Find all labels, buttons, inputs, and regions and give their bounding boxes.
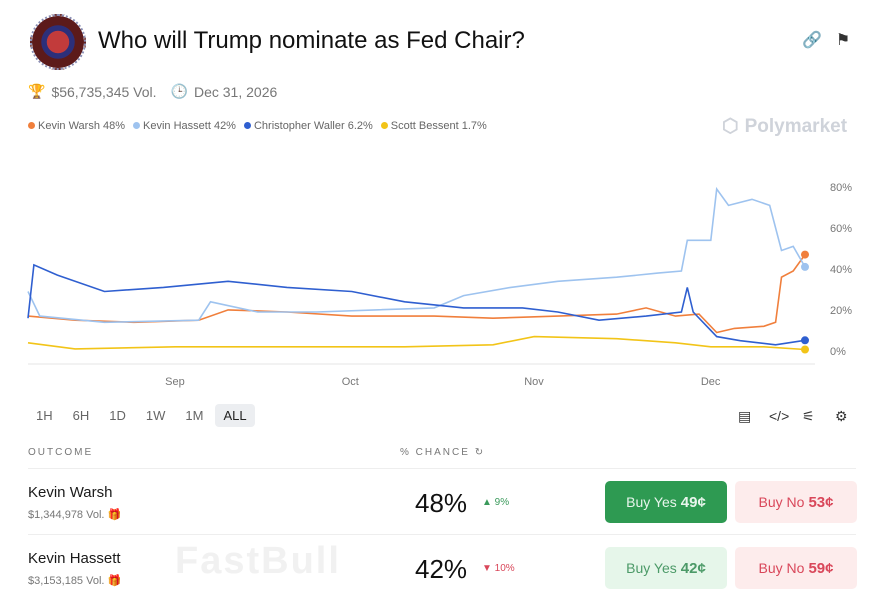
divider (28, 468, 856, 469)
polymarket-brand: ⬡ Polymarket (722, 115, 848, 138)
legend-dot (133, 122, 141, 129)
buy-no-button[interactable]: Buy No 53¢ (735, 481, 857, 523)
time-range-selector: 1H 6H 1D 1W 1M ALL (28, 404, 255, 427)
series-line-christopher-waller (27, 263, 806, 346)
outcome-chance: 42% (415, 554, 468, 584)
buy-yes-button[interactable]: Buy Yes 49¢ (605, 481, 727, 523)
series-endpoint (801, 262, 809, 271)
gift-icon: 🎁 (107, 509, 122, 521)
legend-item: Kevin Warsh 48% (28, 120, 125, 132)
legend-dot (28, 122, 35, 129)
legend-item: Kevin Hassett 42% (133, 120, 236, 132)
range-6h[interactable]: 6H (72, 408, 90, 423)
embed-code-icon[interactable]: </> (769, 408, 790, 424)
range-1m[interactable]: 1M (185, 408, 204, 423)
range-1h[interactable]: 1H (36, 408, 53, 423)
x-tick-label: Nov (524, 376, 544, 388)
polymarket-logo-icon: ⬡ (722, 116, 739, 137)
settings-gear-icon[interactable]: ⚙ (835, 408, 848, 424)
legend-dot (380, 122, 388, 129)
chance-change: ▲ 9% (482, 497, 510, 508)
end-date: Dec 31, 2026 (193, 83, 278, 100)
filter-sliders-icon[interactable]: ⚟ (802, 408, 815, 424)
y-tick-label: 0% (830, 346, 846, 358)
series-endpoint (801, 336, 809, 345)
divider (28, 534, 856, 535)
y-tick-label: 80% (830, 182, 853, 194)
outcome-volume: $3,153,185 Vol. 🎁 (28, 575, 122, 587)
range-1w[interactable]: 1W (145, 408, 166, 423)
outcome-header: OUTCOME (28, 447, 94, 458)
buy-no-button[interactable]: Buy No 59¢ (735, 547, 857, 589)
document-icon[interactable]: ▤ (738, 408, 752, 424)
series-line-kevin-hassett (27, 186, 806, 324)
outcome-name[interactable]: Kevin Hassett (28, 550, 121, 567)
x-tick-label: Sep (165, 376, 185, 388)
outcome-name[interactable]: Kevin Warsh (28, 484, 113, 501)
x-tick-label: Dec (700, 376, 721, 388)
x-tick-label: Oct (341, 376, 359, 388)
clock-icon: 🕒 (170, 83, 188, 99)
y-tick-label: 40% (830, 264, 853, 276)
buy-yes-button[interactable]: Buy Yes 42¢ (605, 547, 727, 589)
outcome-chance: 48% (415, 488, 468, 518)
outcome-volume: $1,344,978 Vol. 🎁 (28, 509, 122, 521)
gift-icon: 🎁 (107, 575, 122, 587)
series-line-scott-bessent (27, 335, 806, 351)
legend-dot (243, 122, 251, 129)
chart-legend: Kevin Warsh 48% Kevin Hassett 42% Christop… (28, 120, 487, 132)
range-all[interactable]: ALL (215, 404, 255, 427)
link-icon[interactable]: 🔗 (802, 32, 822, 49)
legend-item: Scott Bessent 1.7% (380, 120, 487, 132)
series-endpoint (801, 345, 809, 354)
chance-change: ▼ 10% (482, 563, 515, 574)
price-chart[interactable] (0, 160, 873, 390)
chance-header: % CHANCE ↻ (400, 447, 486, 458)
series-endpoint (801, 250, 809, 259)
legend-item: Christopher Waller 6.2% (243, 120, 373, 132)
volume: $56,735,345 Vol. (51, 83, 157, 100)
refresh-icon[interactable]: ↻ (474, 447, 486, 458)
y-tick-label: 20% (830, 305, 853, 317)
fastbull-watermark: FastBull (175, 540, 341, 582)
fed-seal-logo (30, 14, 86, 70)
series-line-kevin-warsh (27, 254, 806, 334)
market-meta: 🏆 $56,735,345 Vol. 🕒 Dec 31, 2026 (28, 83, 277, 100)
bookmark-icon[interactable]: ⚑ (835, 32, 851, 49)
range-1d[interactable]: 1D (109, 408, 126, 423)
y-tick-label: 60% (830, 223, 853, 235)
page-title: Who will Trump nominate as Fed Chair? (98, 27, 525, 54)
trophy-icon: 🏆 (28, 83, 46, 99)
